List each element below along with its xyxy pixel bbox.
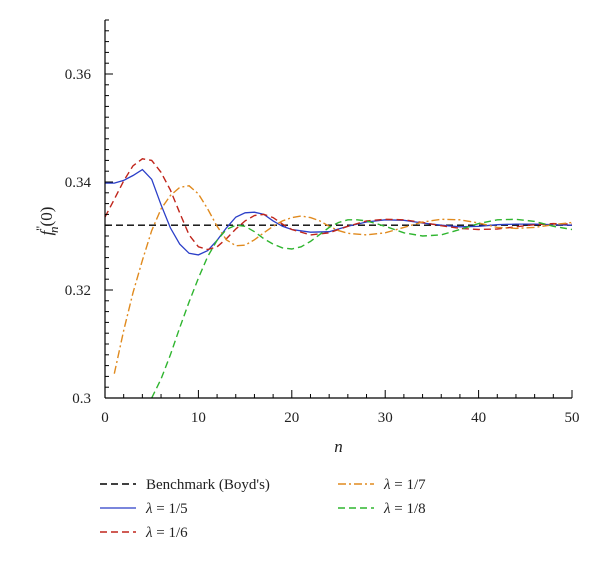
legend-label-4: λ = 1/8: [383, 501, 426, 517]
x-tick-label: 50: [565, 410, 580, 426]
x-tick-label: 40: [471, 410, 486, 426]
series-lines: [105, 158, 572, 398]
axes: 0 10 20 30 40 50 0.3 0.32 0.34 0.36 n f''n(0): [33, 19, 580, 456]
x-tick-label: 10: [191, 410, 206, 426]
x-axis-label: n: [334, 437, 343, 456]
legend-label-0: Benchmark (Boyd's): [146, 477, 270, 493]
y-tick-label: 0.3: [72, 391, 91, 407]
legend: Benchmark (Boyd's) λ = 1/5 λ = 1/6 λ = 1/7 λ…: [100, 477, 426, 541]
y-tick-label: 0.34: [65, 175, 92, 191]
y-tick-label: 0.36: [65, 67, 92, 83]
x-tick-label: 30: [378, 410, 393, 426]
y-tick-label: 0.32: [65, 283, 91, 299]
legend-label-1: λ = 1/5: [145, 501, 188, 517]
legend-label-3: λ = 1/7: [383, 477, 426, 493]
series-line-1: [105, 168, 572, 256]
legend-label-2: λ = 1/6: [145, 525, 188, 541]
series-line-3: [113, 185, 572, 374]
x-tick-label: 0: [101, 410, 109, 426]
x-tick-label: 20: [284, 410, 299, 426]
y-axis-label: f''n(0): [33, 207, 61, 236]
series-line-4: [151, 218, 572, 398]
